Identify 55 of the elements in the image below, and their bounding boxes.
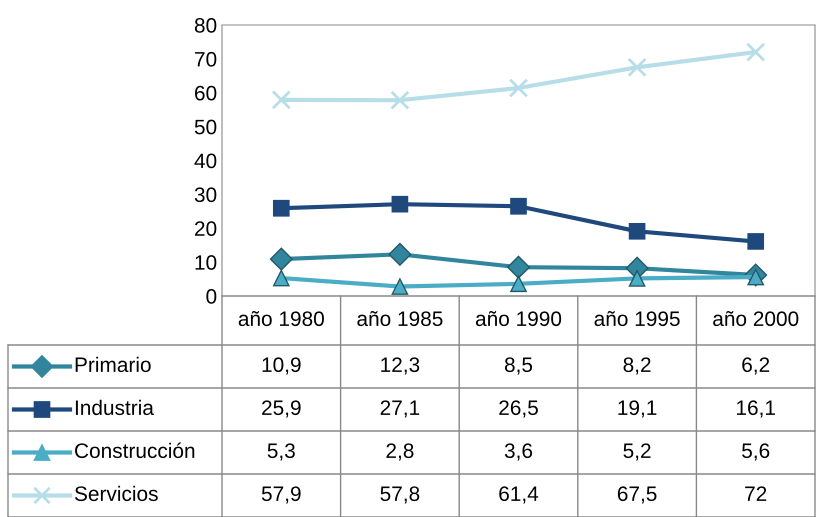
point bbox=[270, 248, 293, 271]
legend-label: Servicios bbox=[74, 486, 158, 502]
y-tick-label: 20 bbox=[195, 221, 216, 236]
y-tick-label: 70 bbox=[195, 52, 216, 67]
point bbox=[272, 270, 290, 286]
data-label: 12,3 bbox=[381, 357, 420, 375]
data-label: 5,2 bbox=[623, 443, 651, 461]
x-tick-label: año 1990 bbox=[476, 310, 562, 326]
x-tick-label: año 1980 bbox=[238, 310, 324, 326]
y-tick-label: 80 bbox=[194, 18, 216, 33]
y-tick-label: 0 bbox=[206, 289, 216, 304]
point bbox=[510, 198, 527, 215]
legend-label: Primario bbox=[76, 356, 151, 372]
legend-label: Construcción bbox=[75, 442, 194, 458]
data-label: 5,6 bbox=[742, 443, 770, 461]
point bbox=[746, 42, 766, 62]
point bbox=[392, 196, 408, 213]
data-label: 25,9 bbox=[262, 400, 301, 418]
x-tick-label: año 1985 bbox=[357, 310, 442, 326]
point bbox=[628, 222, 646, 240]
point bbox=[628, 270, 646, 287]
data-label: 19,1 bbox=[618, 400, 656, 418]
point bbox=[388, 242, 412, 266]
point bbox=[627, 58, 647, 78]
data-label: 10,9 bbox=[262, 357, 301, 375]
data-label: 72 bbox=[745, 486, 766, 501]
data-label: 67,5 bbox=[618, 486, 656, 504]
x-tick-label: año 1995 bbox=[594, 310, 680, 326]
x-tick-label: año 2000 bbox=[713, 310, 798, 326]
y-tick-label: 40 bbox=[194, 154, 216, 168]
y-tick-label: 30 bbox=[194, 187, 216, 202]
point bbox=[510, 275, 527, 292]
data-label: 8,5 bbox=[504, 357, 532, 375]
point bbox=[272, 200, 290, 217]
point bbox=[392, 278, 408, 295]
point bbox=[747, 233, 764, 250]
data-label: 61,4 bbox=[499, 486, 538, 504]
data-label: 57,8 bbox=[380, 486, 420, 504]
data-label: 8,2 bbox=[624, 357, 651, 375]
point bbox=[390, 90, 410, 110]
y-tick-label: 60 bbox=[195, 86, 216, 101]
data-label: 3,6 bbox=[504, 443, 532, 461]
data-label: 5,3 bbox=[268, 443, 295, 461]
point bbox=[507, 256, 530, 279]
data-label: 27,1 bbox=[380, 400, 420, 418]
data-label: 26,5 bbox=[499, 400, 538, 418]
legend-label: Industria bbox=[76, 400, 154, 416]
point bbox=[272, 90, 292, 110]
y-tick-label: 10 bbox=[196, 255, 216, 270]
y-tick-label: 50 bbox=[194, 120, 216, 134]
data-label: 6,2 bbox=[742, 357, 770, 375]
data-label: 2,8 bbox=[386, 443, 414, 461]
data-label: 16,1 bbox=[737, 400, 775, 418]
point bbox=[508, 78, 528, 98]
data-label: 57,9 bbox=[262, 486, 301, 504]
